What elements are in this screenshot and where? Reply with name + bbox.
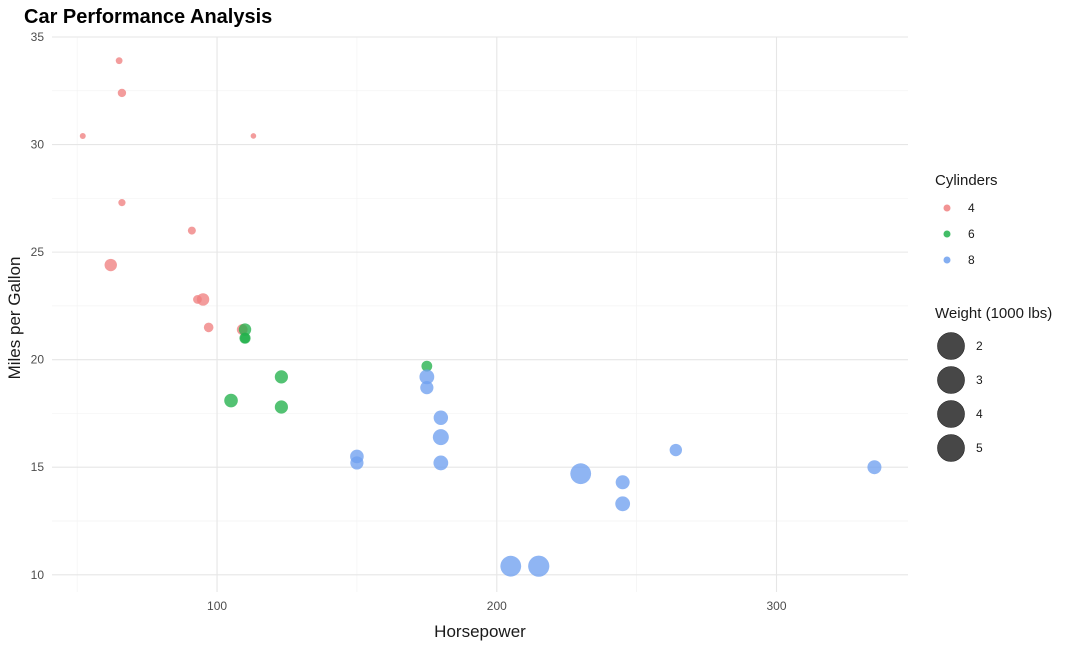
x-tick-label: 300	[767, 599, 787, 613]
legend: Cylinders Weight (1000 lbs) 4 6 8 2 3 4 5	[935, 172, 1052, 462]
data-point-cyl-4	[115, 57, 123, 65]
legend-label-cyl-8: 8	[968, 253, 975, 267]
x-tick-label: 100	[207, 599, 227, 613]
data-point-cyl-8	[419, 369, 435, 385]
data-point-cyl-4	[250, 133, 257, 139]
legend-size-label: 3	[976, 373, 983, 387]
data-point-cyl-4	[117, 88, 127, 98]
legend-size-key	[937, 332, 965, 360]
data-point-cyl-8	[570, 463, 592, 485]
y-tick-label: 20	[31, 353, 45, 367]
data-point-cyl-8	[669, 443, 683, 457]
legend-swatch-cyl-8	[943, 256, 951, 264]
y-tick-label: 10	[31, 568, 45, 582]
y-tick-label: 35	[31, 30, 45, 44]
legend-size-label: 5	[976, 441, 983, 455]
data-point-cyl-8	[433, 410, 449, 425]
legend-size-key	[937, 366, 965, 394]
size-legend-title: Weight (1000 lbs)	[935, 305, 1052, 322]
legend-swatch-cyl-4	[943, 204, 951, 212]
y-tick-label: 25	[31, 245, 45, 259]
data-point-cyl-8	[432, 429, 449, 446]
legend-label-cyl-4: 4	[968, 201, 975, 215]
data-point-cyl-6	[224, 393, 238, 408]
data-point-cyl-6	[239, 332, 251, 344]
data-point-cyl-4	[196, 293, 210, 306]
data-point-cyl-8	[350, 456, 364, 470]
data-point-cyl-4	[187, 226, 196, 235]
legend-size-label: 2	[976, 339, 983, 353]
chart-title: Car Performance Analysis	[24, 6, 272, 28]
color-legend-title: Cylinders	[935, 172, 998, 189]
data-point-cyl-8	[500, 555, 522, 577]
legend-size-key	[937, 400, 965, 428]
data-point-cyl-4	[203, 322, 214, 333]
axis-ticks: 100 200 300 10 15 20 25 30 35	[31, 30, 787, 613]
data-point-cyl-8	[420, 381, 434, 395]
x-tick-label: 200	[487, 599, 507, 613]
data-point-cyl-6	[274, 370, 288, 384]
data-point-cyl-8	[433, 455, 449, 471]
data-point-cyl-4	[104, 258, 117, 272]
y-tick-label: 15	[31, 460, 45, 474]
y-axis-title: Miles per Gallon	[5, 257, 24, 380]
data-point-cyl-6	[238, 323, 252, 336]
data-point-cyl-4	[79, 132, 86, 139]
data-point-cyl-4	[118, 199, 126, 207]
grid-lines	[52, 36, 908, 592]
legend-size-label: 4	[976, 407, 983, 421]
data-point-cyl-8	[867, 460, 882, 475]
x-axis-title: Horsepower	[434, 622, 526, 641]
data-point-cyl-6	[274, 400, 288, 414]
data-point-cyl-8	[615, 475, 630, 490]
data-points	[79, 57, 882, 577]
legend-swatch-cyl-6	[943, 230, 951, 238]
legend-label-cyl-6: 6	[968, 227, 975, 241]
y-tick-label: 30	[31, 138, 45, 152]
data-point-cyl-8	[528, 555, 550, 577]
data-point-cyl-6	[421, 360, 433, 372]
data-point-cyl-8	[615, 496, 631, 512]
legend-size-key	[937, 434, 965, 462]
